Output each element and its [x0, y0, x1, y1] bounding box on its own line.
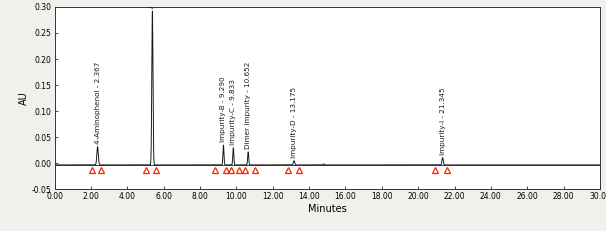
Text: Impurity-B - 9.290: Impurity-B - 9.290: [221, 77, 227, 143]
Y-axis label: AU: AU: [19, 91, 29, 105]
Text: Acetaminophen - 5.382: Acetaminophen - 5.382: [150, 0, 155, 8]
X-axis label: Minutes: Minutes: [308, 204, 347, 214]
Text: Impurity-I - 21.345: Impurity-I - 21.345: [439, 87, 445, 155]
Text: Impurity-D - 13.175: Impurity-D - 13.175: [291, 87, 297, 158]
Text: Impurity-C - 9.833: Impurity-C - 9.833: [230, 79, 236, 145]
Text: Dimer Impurity - 10.652: Dimer Impurity - 10.652: [245, 62, 251, 149]
Text: 4-Aminophenol - 2.367: 4-Aminophenol - 2.367: [95, 62, 101, 144]
